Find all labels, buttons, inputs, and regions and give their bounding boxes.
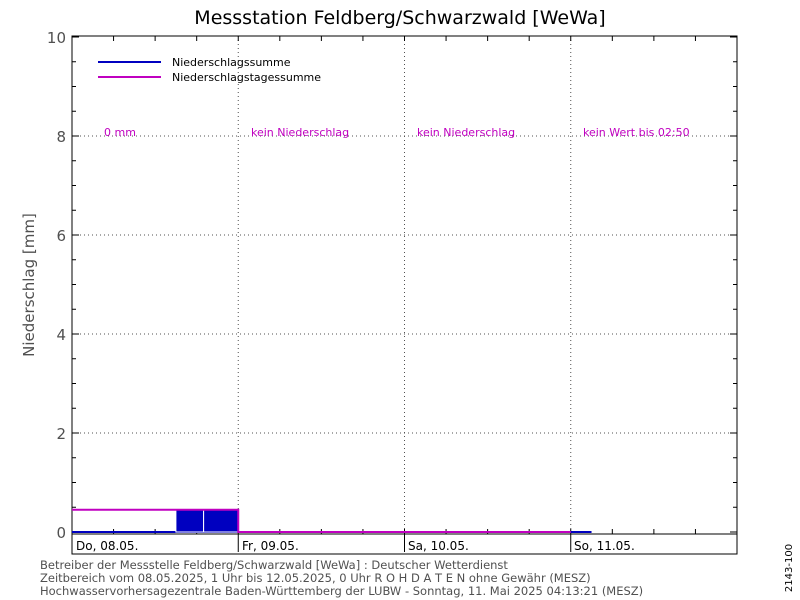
day-label-2: Fr, 09.05.	[242, 539, 299, 553]
date-band	[71, 533, 738, 555]
day-labels: Do, 08.05. Fr, 09.05. Sa, 10.05. So, 11.…	[76, 539, 635, 553]
y-tick-label: 10	[47, 29, 66, 47]
legend-label-niederschlagssumme: Niederschlagssumme	[172, 56, 291, 69]
day-annotation-2: kein Niederschlag	[251, 126, 349, 139]
y-tick-label: 2	[56, 425, 66, 443]
footer-line-2: Zeitbereich vom 08.05.2025, 1 Uhr bis 12…	[40, 571, 591, 585]
y-axis-label: Niederschlag [mm]	[20, 213, 38, 357]
day-annotation-3: kein Niederschlag	[417, 126, 515, 139]
footer: Betreiber der Messstelle Feldberg/Schwar…	[40, 558, 643, 598]
y-tick-label: 8	[56, 128, 66, 146]
day-annotation-4: kein Wert bis 02:50	[583, 126, 690, 139]
y-tick-label: 0	[56, 524, 66, 542]
precip-bar-1	[175, 509, 205, 533]
day-annotation-1: 0 mm	[104, 126, 136, 139]
footer-line-3: Hochwasservorhersagezentrale Baden-Württ…	[40, 584, 643, 598]
side-id: 2143-100	[784, 544, 795, 592]
day-annotations: 0 mm kein Niederschlag kein Niederschlag…	[104, 126, 690, 139]
y-tick-label: 4	[56, 326, 66, 344]
day-label-3: Sa, 10.05.	[408, 539, 469, 553]
chart-title: Messstation Feldberg/Schwarzwald [WeWa]	[194, 7, 605, 29]
day-label-4: So, 11.05.	[574, 539, 635, 553]
footer-line-1: Betreiber der Messstelle Feldberg/Schwar…	[40, 558, 508, 572]
y-tick-label: 6	[56, 227, 66, 245]
precip-bar-2	[203, 509, 239, 533]
legend: Niederschlagssumme Niederschlagstagessum…	[98, 56, 321, 84]
legend-label-niederschlagstagessumme: Niederschlagstagessumme	[172, 71, 321, 84]
daily-total-line	[72, 508, 571, 533]
day-label-1: Do, 08.05.	[76, 539, 138, 553]
